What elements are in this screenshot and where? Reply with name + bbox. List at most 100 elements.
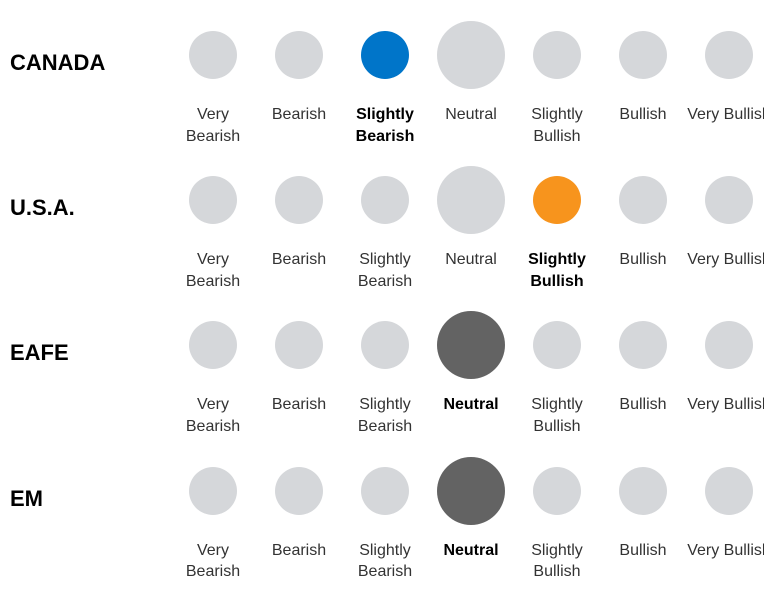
sentiment-dot xyxy=(705,176,753,224)
sentiment-row: CANADAVery Bearish Bearish Slightly Bearis… xyxy=(10,20,754,147)
circle-wrap xyxy=(275,310,323,380)
sentiment-dot xyxy=(275,321,323,369)
row-cells: Very Bearish Bearish Slightly Bearish Neutr… xyxy=(170,165,764,292)
sentiment-cell-label: Bearish xyxy=(272,249,326,271)
row-region-label: CANADA xyxy=(10,20,170,76)
row-cells: Very Bearish Bearish Slightly Bearish Neutr… xyxy=(170,20,764,147)
sentiment-dot-selected xyxy=(437,457,505,525)
sentiment-cell: Slightly Bearish xyxy=(342,310,428,437)
sentiment-dot xyxy=(533,467,581,515)
sentiment-cell-label: Very Bullish xyxy=(687,540,764,562)
circle-wrap xyxy=(533,165,581,235)
circle-wrap xyxy=(533,20,581,90)
sentiment-dot xyxy=(533,31,581,79)
sentiment-dot-selected xyxy=(437,311,505,379)
sentiment-dot xyxy=(189,467,237,515)
sentiment-cell: Neutral xyxy=(428,310,514,437)
sentiment-dot xyxy=(705,321,753,369)
circle-wrap xyxy=(189,165,237,235)
circle-wrap xyxy=(705,20,753,90)
sentiment-dot xyxy=(189,31,237,79)
sentiment-dot-selected xyxy=(533,176,581,224)
circle-wrap xyxy=(361,456,409,526)
row-region-label: U.S.A. xyxy=(10,165,170,221)
sentiment-cell: Bullish xyxy=(600,456,686,583)
circle-wrap xyxy=(705,310,753,380)
sentiment-dot xyxy=(705,31,753,79)
sentiment-cell: Very Bearish xyxy=(170,456,256,583)
sentiment-cell-label: Very Bullish xyxy=(687,394,764,416)
sentiment-cell-label: Very Bullish xyxy=(687,104,764,126)
sentiment-cell: Neutral xyxy=(428,165,514,292)
sentiment-cell-label: Slightly Bearish xyxy=(342,540,428,583)
sentiment-cell-label: Very Bearish xyxy=(170,540,256,583)
circle-wrap xyxy=(533,456,581,526)
sentiment-dot xyxy=(437,166,505,234)
sentiment-grid: CANADAVery BearishBearishSlightly Bearis… xyxy=(10,20,754,583)
sentiment-cell-label: Bearish xyxy=(272,104,326,126)
sentiment-cell-label: Very Bullish xyxy=(687,249,764,271)
sentiment-cell: Very Bearish xyxy=(170,310,256,437)
sentiment-cell: Bullish xyxy=(600,20,686,147)
sentiment-cell: Bearish xyxy=(256,310,342,437)
sentiment-cell-label: Bearish xyxy=(272,394,326,416)
sentiment-cell-label: Very Bearish xyxy=(170,394,256,437)
circle-wrap xyxy=(361,165,409,235)
sentiment-cell-label: Slightly Bullish xyxy=(514,104,600,147)
circle-wrap xyxy=(361,20,409,90)
sentiment-cell: Neutral xyxy=(428,20,514,147)
sentiment-cell: Very Bullish xyxy=(686,456,764,583)
sentiment-cell: Very Bullish xyxy=(686,20,764,147)
sentiment-row: EMVery BearishBearishSlightly BearishNeu… xyxy=(10,456,754,583)
sentiment-cell-label: Neutral xyxy=(443,540,498,562)
sentiment-cell: Bearish xyxy=(256,20,342,147)
sentiment-dot xyxy=(189,176,237,224)
sentiment-dot xyxy=(533,321,581,369)
sentiment-row: EAFEVery BearishBearishSlightly BearishN… xyxy=(10,310,754,437)
sentiment-dot xyxy=(619,31,667,79)
sentiment-dot xyxy=(619,176,667,224)
sentiment-dot xyxy=(275,31,323,79)
row-region-label: EM xyxy=(10,456,170,512)
sentiment-cell-label: Bullish xyxy=(619,249,666,271)
circle-wrap xyxy=(437,456,505,526)
row-cells: Very Bearish Bearish Slightly Bearish Neutr… xyxy=(170,310,764,437)
sentiment-dot xyxy=(361,176,409,224)
sentiment-cell: Very Bearish xyxy=(170,165,256,292)
sentiment-cell-label: Slightly Bearish xyxy=(342,104,428,147)
sentiment-dot xyxy=(705,467,753,515)
sentiment-cell: Slightly Bullish xyxy=(514,310,600,437)
sentiment-cell: Bullish xyxy=(600,165,686,292)
sentiment-cell: Slightly Bearish xyxy=(342,456,428,583)
sentiment-cell: Very Bullish xyxy=(686,165,764,292)
sentiment-cell: Very Bullish xyxy=(686,310,764,437)
circle-wrap xyxy=(275,165,323,235)
circle-wrap xyxy=(619,310,667,380)
row-cells: Very BearishBearishSlightly BearishNeutr… xyxy=(170,456,764,583)
sentiment-cell: Slightly Bullish xyxy=(514,165,600,292)
sentiment-cell: Slightly Bearish xyxy=(342,20,428,147)
sentiment-cell-label: Neutral xyxy=(443,394,498,416)
sentiment-cell: Bullish xyxy=(600,310,686,437)
sentiment-dot xyxy=(189,321,237,369)
sentiment-cell-label: Bullish xyxy=(619,540,666,562)
sentiment-cell-label: Bullish xyxy=(619,394,666,416)
circle-wrap xyxy=(619,165,667,235)
sentiment-cell-label: Slightly Bearish xyxy=(342,249,428,292)
sentiment-cell: Neutral xyxy=(428,456,514,583)
sentiment-cell-label: Neutral xyxy=(445,249,497,271)
circle-wrap xyxy=(533,310,581,380)
sentiment-cell: Bearish xyxy=(256,165,342,292)
sentiment-dot xyxy=(361,321,409,369)
sentiment-cell-label: Slightly Bullish xyxy=(514,540,600,583)
circle-wrap xyxy=(189,20,237,90)
circle-wrap xyxy=(619,20,667,90)
sentiment-dot xyxy=(275,467,323,515)
sentiment-cell-label: Neutral xyxy=(445,104,497,126)
sentiment-cell-label: Slightly Bearish xyxy=(342,394,428,437)
sentiment-cell-label: Very Bearish xyxy=(170,104,256,147)
sentiment-cell: Very Bearish xyxy=(170,20,256,147)
circle-wrap xyxy=(275,456,323,526)
sentiment-cell: Slightly Bullish xyxy=(514,20,600,147)
circle-wrap xyxy=(619,456,667,526)
